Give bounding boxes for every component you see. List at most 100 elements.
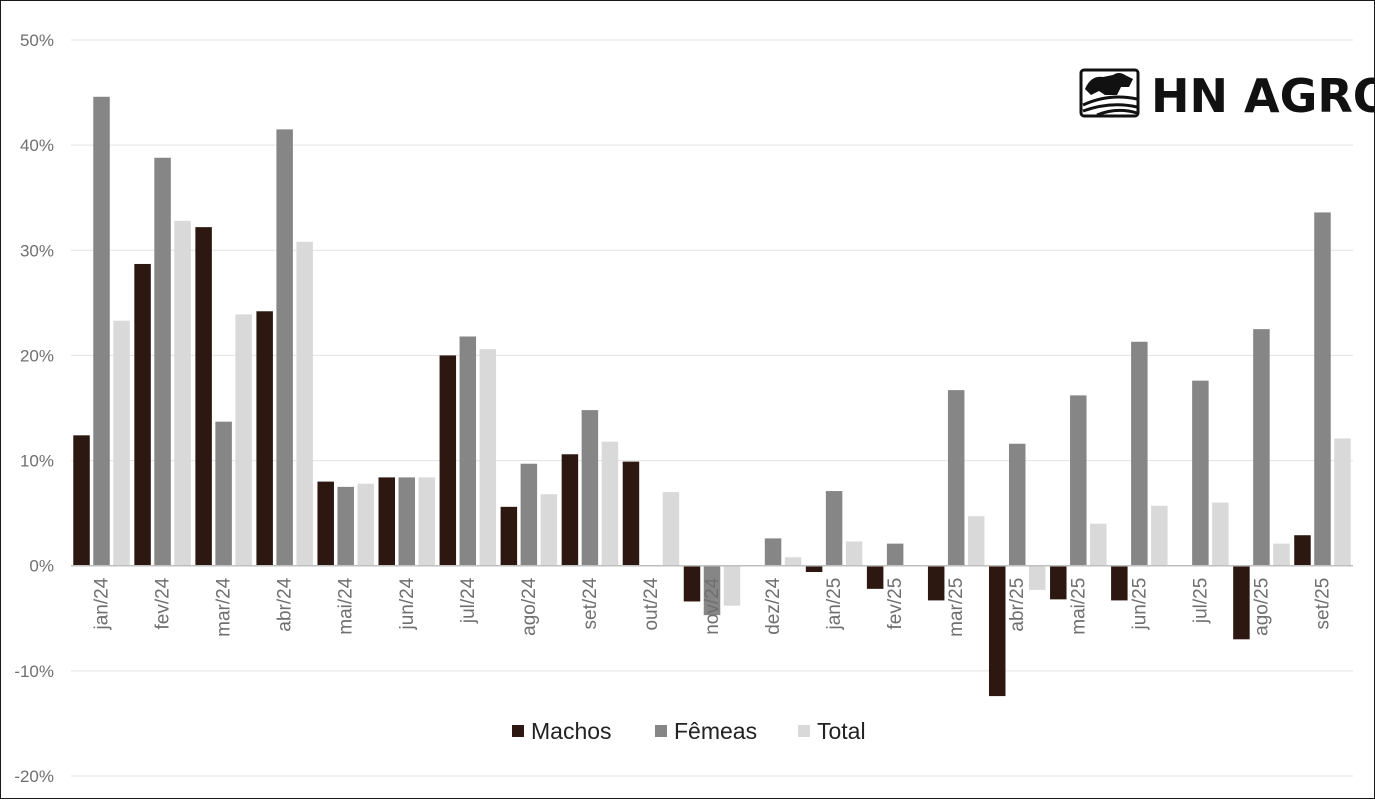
x-tick-label: abr/24	[275, 577, 296, 631]
x-tick-label: dez/24	[763, 577, 784, 634]
x-tick-label: fev/25	[885, 578, 906, 630]
bar-fmeas	[1253, 329, 1270, 566]
bar-machos	[1111, 565, 1128, 601]
bar-fmeas	[947, 390, 965, 566]
legend-label: Total	[817, 718, 866, 744]
bar-fmeas	[825, 491, 843, 566]
bar-total	[479, 349, 497, 566]
x-tick-label: mai/24	[336, 577, 357, 634]
bar-fmeas	[520, 463, 538, 566]
x-tick-label: jan/25	[824, 578, 845, 631]
bar-machos	[195, 227, 212, 566]
bar-total	[662, 492, 680, 566]
x-tick-label: jan/24	[92, 577, 113, 630]
legend-label: Fêmeas	[674, 718, 757, 744]
legend-swatch	[655, 725, 667, 737]
bar-fmeas	[276, 129, 293, 566]
logo-wordmark: HN AGRO	[1151, 69, 1375, 123]
bar-total	[296, 241, 313, 566]
bar-machos	[988, 565, 1006, 697]
bar-fmeas	[581, 410, 599, 566]
bar-total	[235, 314, 252, 566]
bar-machos	[317, 481, 334, 566]
legend: Machos Fêmeas Total	[512, 718, 866, 744]
x-tick-label: mar/25	[946, 578, 967, 637]
bar-fmeas	[93, 96, 110, 566]
x-tick-label: jul/25	[1190, 578, 1211, 624]
y-tick-label: 40%	[20, 136, 54, 155]
bar-machos	[1050, 565, 1067, 600]
bar-fmeas	[764, 538, 782, 566]
bar-total	[784, 557, 802, 566]
bar-machos	[1294, 535, 1311, 566]
x-tick-label: mai/25	[1068, 578, 1089, 635]
bar-total	[1334, 438, 1351, 566]
bar-total	[723, 565, 741, 606]
bar-fmeas	[215, 421, 232, 566]
bar-fmeas	[1131, 341, 1148, 566]
y-tick-label: 30%	[20, 241, 54, 260]
x-tick-label: out/24	[641, 577, 662, 630]
bar-total	[357, 483, 374, 566]
x-tick-label: jun/24	[397, 577, 418, 630]
x-tick-label: set/24	[580, 577, 601, 629]
bar-total	[1273, 543, 1290, 566]
y-tick-label: -10%	[14, 662, 54, 681]
bar-machos	[439, 355, 457, 566]
bar-fmeas	[1192, 380, 1209, 566]
bar-fmeas	[1070, 395, 1087, 566]
bar-total	[113, 320, 130, 566]
x-tick-label: nov/24	[702, 577, 723, 634]
bar-machos	[134, 263, 151, 566]
y-tick-label: 20%	[20, 346, 54, 365]
x-axis-ticks: jan/24 fev/24 mar/24 abr/24 mai/24 jun/24 jul/…	[92, 577, 1334, 637]
x-tick-label: mar/24	[214, 577, 235, 637]
legend-swatch	[512, 725, 524, 737]
bar-machos	[73, 435, 90, 566]
bar-fmeas	[459, 336, 477, 566]
bar-fmeas	[886, 543, 904, 566]
bar-total	[540, 494, 558, 566]
y-tick-label: 0%	[29, 557, 54, 576]
bars	[73, 96, 1351, 697]
bar-total	[967, 516, 985, 566]
bar-total	[601, 441, 619, 566]
y-tick-label: 10%	[20, 452, 54, 471]
bar-machos	[500, 506, 518, 566]
bar-machos	[866, 565, 884, 589]
legend-label: Machos	[531, 718, 612, 744]
bar-total	[1028, 565, 1046, 590]
legend-swatch	[798, 725, 810, 737]
bar-total	[1151, 505, 1168, 566]
cattle-logo-icon	[1079, 68, 1140, 118]
bar-total	[1090, 523, 1107, 566]
bar-fmeas	[1008, 443, 1026, 566]
x-tick-label: abr/25	[1007, 578, 1028, 632]
x-tick-label: fev/24	[153, 577, 174, 629]
bar-fmeas	[337, 486, 354, 566]
x-tick-label: jul/24	[458, 577, 479, 624]
bar-machos	[256, 311, 273, 566]
bar-machos	[622, 461, 640, 566]
x-tick-label: jun/25	[1129, 578, 1150, 631]
bar-fmeas	[398, 477, 416, 566]
bar-fmeas	[154, 157, 171, 566]
y-tick-label: -20%	[14, 767, 54, 786]
x-tick-label: ago/24	[519, 577, 540, 636]
bar-total	[845, 541, 863, 566]
bar-machos	[378, 477, 396, 566]
bar-machos	[805, 565, 823, 573]
bar-fmeas	[1314, 212, 1331, 566]
hn-agro-logo: HN AGRO	[1079, 68, 1375, 123]
bar-machos	[1233, 565, 1250, 640]
bar-total	[1212, 502, 1229, 566]
bar-fmeas	[703, 565, 721, 616]
bar-machos	[927, 565, 945, 601]
bar-machos	[561, 454, 579, 566]
y-tick-label: 50%	[20, 31, 54, 50]
bar-total	[418, 477, 436, 566]
x-tick-label: ago/25	[1251, 578, 1272, 636]
y-axis-ticks: 50% 40% 30% 20% 10% 0% -10% -20%	[14, 31, 54, 786]
